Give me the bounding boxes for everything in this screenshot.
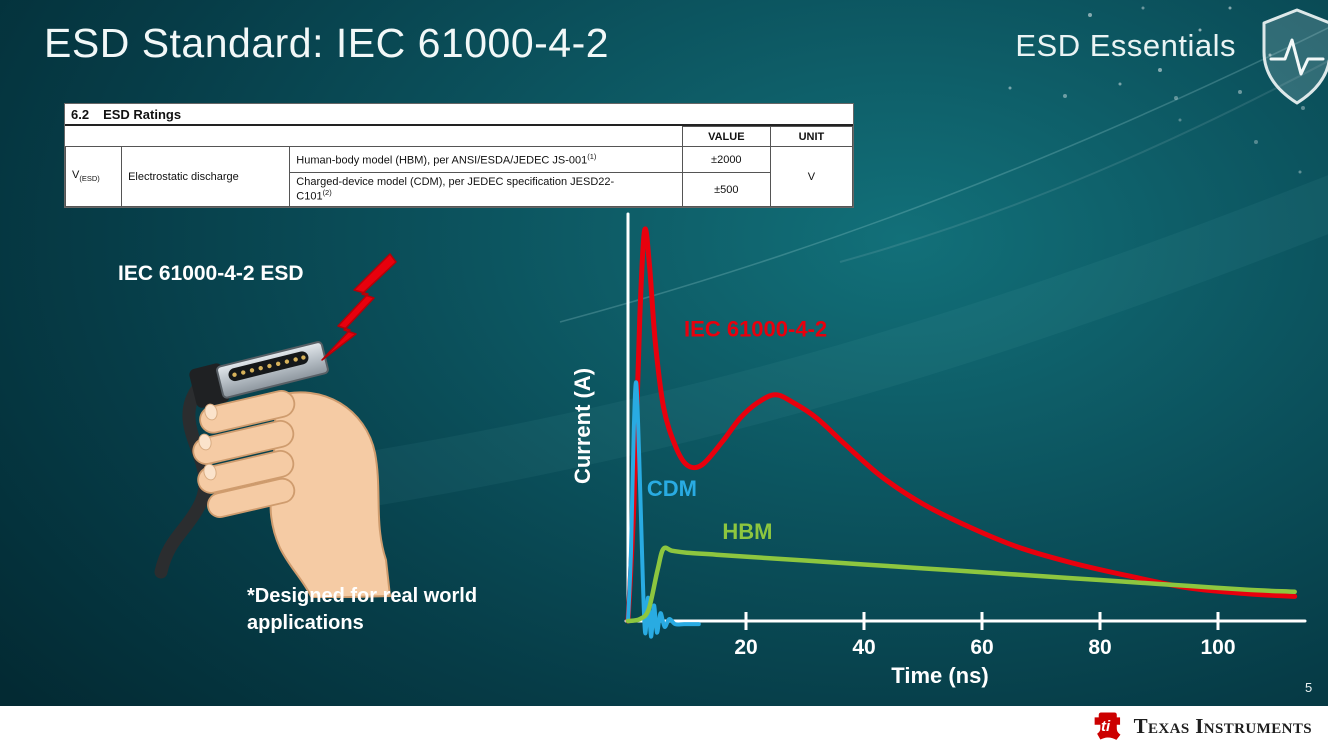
param-symbol-cell: V(ESD) [64, 146, 123, 207]
table-row-cdm: Charged-device model (CDM), per JEDEC sp… [66, 172, 853, 207]
svg-text:60: 60 [970, 636, 993, 659]
cable [154, 381, 212, 579]
svg-text:20: 20 [734, 636, 757, 659]
svg-text:40: 40 [852, 636, 875, 659]
svg-text:ti: ti [1101, 718, 1111, 735]
series-brand-title: ESD Essentials [1015, 28, 1236, 63]
section-title: ESD Ratings [103, 107, 182, 122]
section-number: 6.2 [71, 107, 90, 122]
esd-current-vs-time-chart: 20 40 60 80 100 Current (A) Time (ns) IEC 61000… [570, 212, 1307, 688]
ti-bug-logo-icon: ti [1094, 712, 1121, 740]
hand-palm [269, 391, 392, 598]
star-dots [1008, 6, 1305, 174]
page-title: ESD Standard: IEC 61000-4-2 [44, 20, 610, 66]
table-header-row: VALUE UNIT [65, 126, 854, 147]
lightning-bolt-icon [321, 253, 397, 361]
hand-fingers [192, 390, 296, 518]
table-row-hbm: V(ESD) Electrostatic discharge Human-bod… [64, 146, 854, 207]
svg-text:Current (A): Current (A) [570, 368, 595, 484]
ti-logo: ti Texas Instruments [1093, 706, 1312, 746]
hbm-value-cell: ±2000 [681, 146, 771, 173]
finger-nails [198, 403, 218, 481]
hdmi-connector [189, 341, 329, 408]
hbm-description-cell: Human-body model (HBM), per ANSI/ESDA/JE… [289, 146, 683, 173]
param-name-cell: Electrostatic discharge [121, 146, 291, 207]
svg-text:HBM: HBM [722, 519, 772, 544]
svg-text:Time (ns): Time (ns) [891, 663, 988, 688]
cdm-value-cell: ±500 [681, 172, 771, 207]
svg-text:IEC 61000-4-2: IEC 61000-4-2 [684, 316, 827, 341]
value-column-header: VALUE [681, 126, 771, 147]
svg-text:CDM: CDM [647, 476, 697, 501]
table-section-caption: 6.2 ESD Ratings [65, 104, 853, 126]
hand-holding-connector-illustration [154, 253, 397, 598]
unit-column-header: UNIT [769, 126, 854, 147]
shield-pulse-icon [1262, 8, 1328, 105]
blank-header-cell [65, 126, 683, 147]
unit-cell: V [769, 146, 854, 207]
cdm-description-cell: Charged-device model (CDM), per JEDEC sp… [289, 172, 683, 207]
svg-text:100: 100 [1200, 636, 1235, 659]
footer-bar: ti Texas Instruments [0, 706, 1328, 746]
page-number: 5 [1305, 680, 1313, 695]
svg-text:80: 80 [1088, 636, 1111, 659]
esd-ratings-table: 6.2 ESD Ratings VALUE UNIT V(ESD) Electro… [64, 103, 854, 208]
illustration-caption: IEC 61000-4-2 ESD [118, 262, 304, 285]
ti-wordmark: Texas Instruments [1133, 713, 1312, 738]
footnote-text: *Designed for real world applications [247, 585, 478, 634]
